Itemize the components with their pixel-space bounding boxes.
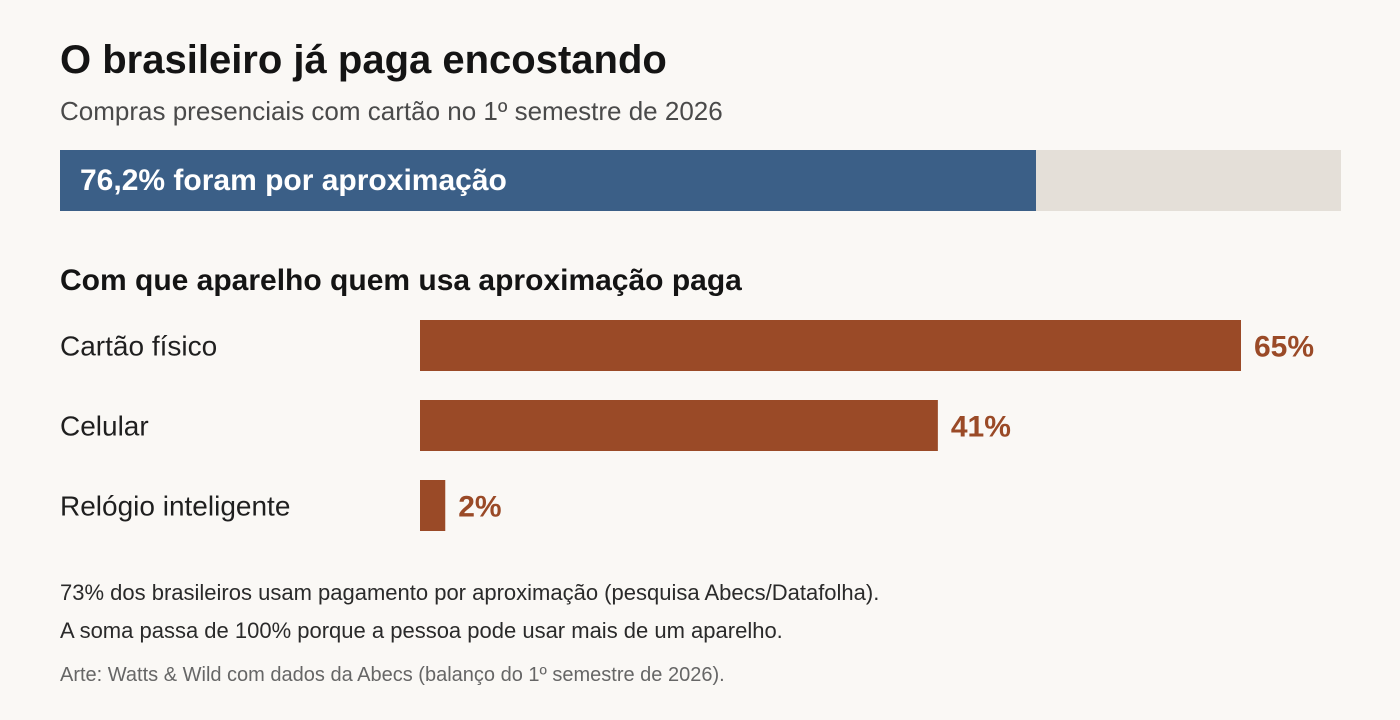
- category-label-cartao-fisico: Cartão físico: [60, 331, 217, 362]
- source-credit: Arte: Watts & Wild com dados da Abecs (b…: [60, 664, 725, 686]
- footnote-sum: A soma passa de 100% porque a pessoa pod…: [60, 618, 783, 643]
- footnote-survey: 73% dos brasileiros usam pagamento por a…: [60, 580, 880, 605]
- bar-relogio-inteligente: [420, 480, 446, 531]
- category-label-celular: Celular: [60, 411, 149, 442]
- bar-celular: [420, 400, 938, 451]
- value-label-cartao-fisico: 65%: [1254, 331, 1314, 364]
- value-label-relogio-inteligente: 2%: [458, 491, 501, 524]
- devices-section-title: Com que aparelho quem usa aproximação pa…: [60, 264, 742, 297]
- value-label-celular: 41%: [951, 411, 1011, 444]
- chart-subtitle: Compras presenciais com cartão no 1º sem…: [60, 96, 723, 126]
- chart-title: O brasileiro já paga encostando: [60, 38, 667, 82]
- contactless-share-label: 76,2% foram por aproximação: [80, 164, 507, 197]
- device-bar-chart: Cartão físico 65% Celular 41% Relógio inteli…: [60, 320, 1314, 531]
- contactless-share-bar: 76,2% foram por aproximação: [60, 150, 1341, 211]
- bar-cartao-fisico: [420, 320, 1241, 371]
- category-label-relogio-inteligente: Relógio inteligente: [60, 491, 290, 522]
- contactless-share-fill: [60, 150, 1037, 211]
